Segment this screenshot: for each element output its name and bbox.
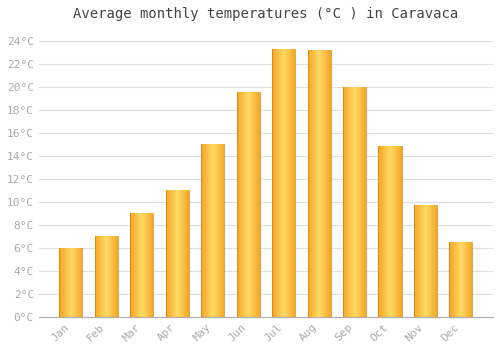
Title: Average monthly temperatures (°C ) in Caravaca: Average monthly temperatures (°C ) in Ca… (74, 7, 458, 21)
